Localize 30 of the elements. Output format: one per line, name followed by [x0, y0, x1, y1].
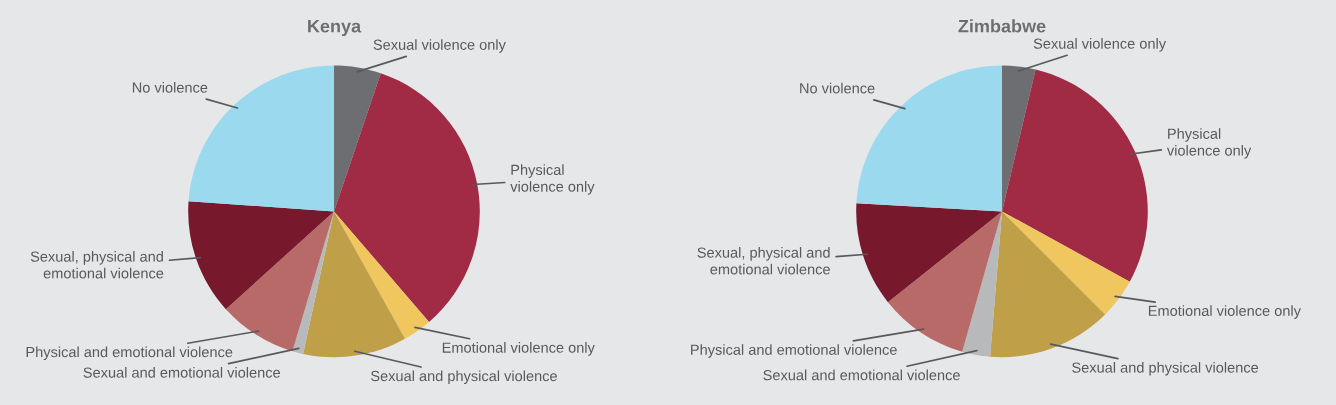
pie-slice	[1002, 65, 1036, 212]
slice-label: Sexual violence only	[1033, 38, 1167, 52]
slice-label: Physical and emotional violence	[691, 344, 897, 358]
slice-label: Physical violence only	[510, 164, 595, 195]
slice-label: No violence	[132, 82, 208, 93]
pie-slice	[303, 211, 406, 358]
slice-label: Sexual, physical and emotional violence	[697, 247, 830, 275]
pie-slice	[188, 201, 334, 310]
slice-label: Emotional violence only	[1148, 305, 1301, 319]
slice-label: Sexual and emotional violence	[83, 367, 280, 378]
pie-slice	[334, 211, 430, 339]
pie-slice	[856, 203, 1002, 303]
slice-label: Emotional violence only	[442, 342, 595, 356]
slice-label: Physical violence only	[1166, 128, 1252, 159]
pie-slice	[1002, 69, 1148, 282]
chart-title: Kenya	[308, 19, 362, 37]
pie-slice	[334, 65, 381, 212]
pie-slice	[334, 73, 480, 322]
slice-label: Physical and emotional violence	[26, 346, 233, 361]
slice-label: Sexual violence only	[373, 39, 506, 53]
chart-title: Zimbabwe	[958, 19, 1046, 33]
slice-label: Sexual, physical and emotional violence	[30, 251, 164, 279]
slice-label: Sexual and physical violence	[370, 370, 557, 385]
pie-slice	[990, 211, 1106, 358]
slice-label: Sexual and emotional violence	[763, 369, 960, 381]
slice-label: No violence	[800, 82, 875, 94]
pie-slice	[1002, 211, 1130, 315]
pie-slice	[962, 211, 1002, 357]
slice-label: Sexual and physical violence	[1072, 362, 1259, 376]
pie-slice	[292, 211, 334, 354]
